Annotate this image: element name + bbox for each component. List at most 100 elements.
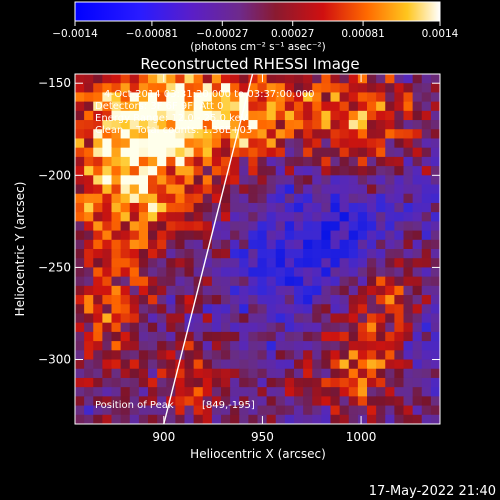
heatmap-cell [394,120,405,130]
heatmap-cell [193,156,204,167]
heatmap-cell [221,101,231,112]
heatmap-cell [166,129,176,140]
heatmap-cell [184,83,195,94]
heatmap-cell [221,313,231,324]
heatmap-cell [193,92,204,103]
heatmap-cell [248,166,259,176]
heatmap-cell [385,83,395,94]
heatmap-cell [84,129,94,140]
heatmap-cell [157,239,167,250]
heatmap-cell [339,74,350,84]
heatmap-cell [93,258,103,269]
heatmap-cell [303,258,313,269]
heatmap-cell [193,377,204,388]
heatmap-cell [148,387,158,397]
heatmap-cell [93,83,103,94]
heatmap-cell [312,396,322,407]
heatmap-cell [330,396,341,407]
heatmap-cell [357,74,368,84]
heatmap-cell [221,387,231,397]
heatmap-cell [230,285,240,296]
heatmap-cell [202,184,213,195]
heatmap-cell [157,304,167,315]
heatmap-cell [357,221,368,232]
heatmap-cell [275,147,286,158]
heatmap-cell [148,230,158,241]
heatmap-cell [385,129,395,140]
heatmap-cell [75,74,85,84]
heatmap-cell [184,387,195,397]
heatmap-cell [294,129,304,140]
heatmap-cell [412,313,423,324]
heatmap-cell [93,295,103,305]
heatmap-cell [175,193,186,204]
heatmap-cell [394,359,405,370]
heatmap-cell [111,221,122,232]
heatmap-cell [148,368,158,379]
heatmap-cell [421,313,432,324]
heatmap-cell [211,405,222,416]
heatmap-cell [348,83,359,94]
heatmap-cell [266,212,277,222]
heatmap-cell [221,184,231,195]
heatmap-cell [266,322,277,333]
heatmap-cell [312,101,322,112]
heatmap-cell [294,166,304,176]
heatmap-cell [75,239,85,250]
heatmap-cell [157,414,167,424]
heatmap-cell [129,313,140,324]
heatmap-cell [284,120,295,130]
heatmap-cell [367,368,377,379]
heatmap-cell [312,221,322,232]
heatmap-cell [312,74,322,84]
heatmap-cell [129,387,140,397]
heatmap-cell [312,295,322,305]
heatmap-cell [102,396,113,407]
heatmap-cell [284,396,295,407]
heatmap-cell [148,166,158,176]
heatmap-cell [193,184,204,195]
heatmap-cell [93,396,103,407]
heatmap-cell [284,74,295,84]
heatmap-cell [330,387,341,397]
heatmap-cell [412,193,423,204]
heatmap-cell [239,295,249,305]
heatmap-cell [330,193,341,204]
heatmap-cell [202,322,213,333]
heatmap-cell [321,313,332,324]
heatmap-cell [257,267,268,278]
heatmap-cell [376,267,386,278]
heatmap-cell [148,295,158,305]
heatmap-cell [202,258,213,269]
heatmap-cell [412,249,423,259]
heatmap-cell [385,156,395,167]
heatmap-cell [111,276,122,287]
heatmap-cell [394,285,405,296]
heatmap-cell [275,276,286,287]
heatmap-cell [348,120,359,130]
heatmap-cell [339,377,350,388]
heatmap-cell [357,202,368,213]
heatmap-cell [385,147,395,158]
heatmap-cell [257,239,268,250]
heatmap-cell [230,304,240,315]
heatmap-cell [330,239,341,250]
heatmap-cell [102,249,113,259]
heatmap-cell [385,239,395,250]
heatmap-cell [175,230,186,241]
heatmap-cell [93,285,103,296]
heatmap-cell [412,239,423,250]
heatmap-cell [367,276,377,287]
heatmap-cell [330,249,341,259]
heatmap-cell [193,285,204,296]
heatmap-cell [294,341,304,351]
heatmap-cell [93,414,103,424]
heatmap-cell [221,110,231,121]
heatmap-cell [412,184,423,195]
heatmap-cell [211,202,222,213]
heatmap-cell [93,156,103,167]
heatmap-cell [239,359,249,370]
heatmap-cell [357,267,368,278]
heatmap-cell [330,377,341,388]
heatmap-cell [339,92,350,103]
